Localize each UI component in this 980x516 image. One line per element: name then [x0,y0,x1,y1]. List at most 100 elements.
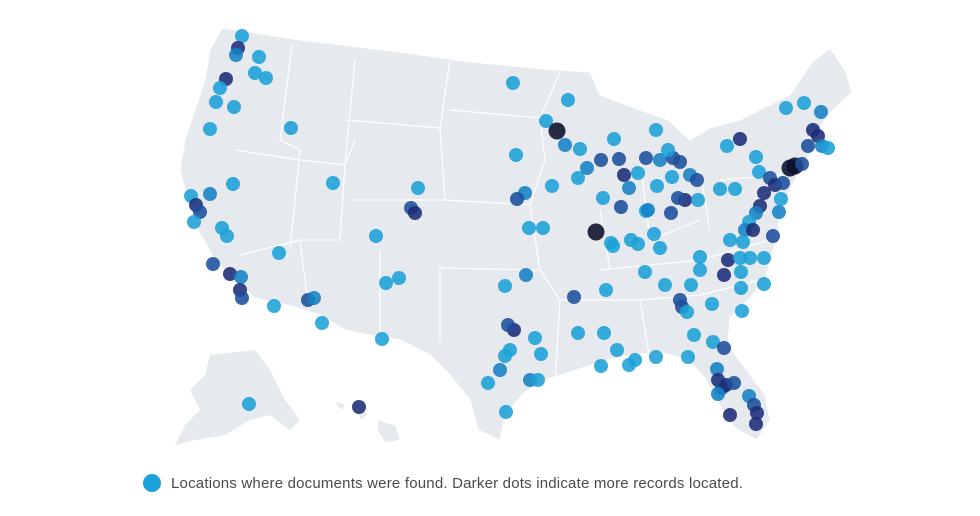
location-dot [580,161,594,175]
location-dot [206,257,220,271]
location-dot [749,417,763,431]
location-dot [647,227,661,241]
location-dot [687,328,701,342]
location-dot [795,157,809,171]
location-dot [392,271,406,285]
location-dot [594,359,608,373]
location-dot [307,291,321,305]
location-dot [705,297,719,311]
location-dot [720,139,734,153]
location-dot [650,179,664,193]
location-dot [369,229,383,243]
location-dot [594,153,608,167]
location-dot [267,299,281,313]
location-dot [779,101,793,115]
location-dot [680,305,694,319]
location-dot [315,316,329,330]
location-dot [571,171,585,185]
location-dot [653,241,667,255]
location-dot [252,50,266,64]
location-dot [375,332,389,346]
location-dot [506,76,520,90]
location-dot [622,181,636,195]
location-dot [597,326,611,340]
location-dot [693,263,707,277]
location-dot [801,139,815,153]
location-dot [531,373,545,387]
location-dot [227,100,241,114]
location-dot [272,246,286,260]
location-dot [558,138,572,152]
location-dot [734,265,748,279]
location-dot [223,267,237,281]
location-dot [522,221,536,235]
location-dot [797,96,811,110]
location-dot [649,350,663,364]
location-dot [203,122,217,136]
location-dot [728,182,742,196]
location-dot [653,153,667,167]
location-dot [408,206,422,220]
location-dot [610,343,624,357]
location-dot [326,176,340,190]
location-dot [649,123,663,137]
location-dot [248,66,262,80]
location-dot [736,235,750,249]
location-dot [573,142,587,156]
alaska [175,350,300,445]
land [175,27,853,445]
location-dot [571,326,585,340]
location-dot [567,290,581,304]
location-dot [671,191,685,205]
location-dot [587,223,605,241]
location-dot [209,95,223,109]
location-dot [717,341,731,355]
location-dot [596,191,610,205]
location-dot [606,239,620,253]
location-dot [229,48,243,62]
location-dot [776,176,790,190]
legend-swatch [143,474,161,492]
location-dot [706,335,720,349]
location-dot [734,281,748,295]
location-dot [639,151,653,165]
location-dot [498,349,512,363]
location-dot [684,278,698,292]
location-dot [710,362,724,376]
location-dot [723,233,737,247]
location-dot [750,406,764,420]
location-dot [665,170,679,184]
location-dot [661,143,675,157]
location-dot [528,331,542,345]
location-dot [673,155,687,169]
location-dot [774,192,788,206]
location-dot [638,265,652,279]
location-dot [536,221,550,235]
location-dot [203,187,217,201]
location-dot [821,141,835,155]
location-dot [743,251,757,265]
location-dot [607,132,621,146]
location-dot [519,268,533,282]
location-dot [509,148,523,162]
location-dot [561,93,575,107]
location-dot [234,270,248,284]
location-dot [617,168,631,182]
location-dot [735,304,749,318]
location-dot [213,81,227,95]
location-dot [746,223,760,237]
location-dots [184,29,835,431]
hawaii [335,402,400,442]
location-dot [814,105,828,119]
location-dot [641,203,655,217]
location-dot [548,122,566,140]
location-dot [691,193,705,207]
location-dot [752,165,766,179]
location-dot [631,237,645,251]
location-dot [284,121,298,135]
location-dot [352,400,366,414]
location-dot [235,291,249,305]
location-dot [187,215,201,229]
location-dot [628,353,642,367]
